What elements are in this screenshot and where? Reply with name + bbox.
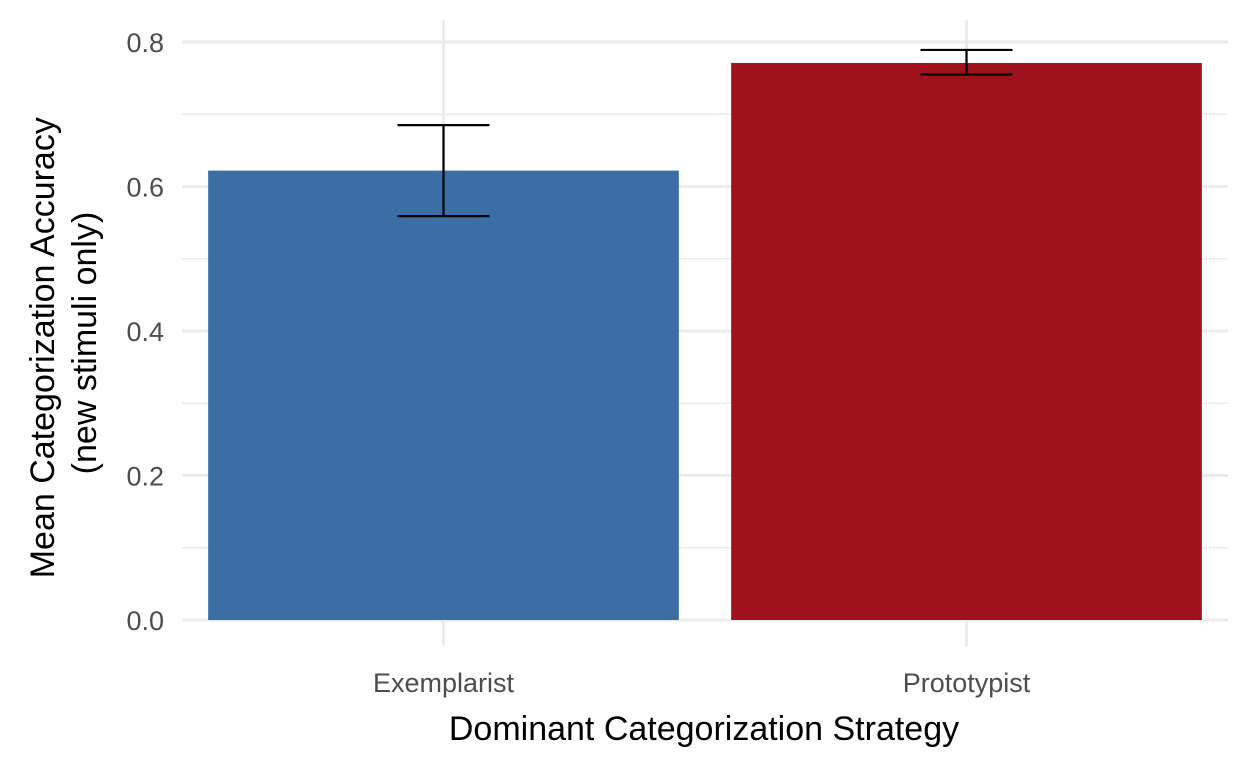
error-bar-prototypist [920,48,1013,76]
y-tick-label: 0.0 [126,606,164,636]
bars-layer [208,62,1202,621]
bar-prototypist [731,62,1202,620]
y-axis-title-line-1: Mean Categorization Accuracy [24,117,62,578]
y-tick-label: 0.4 [126,317,164,347]
error-bars-layer [397,48,1013,218]
y-axis-title-line-2: (new stimuli only) [66,212,104,475]
x-tick-label: Exemplarist [373,668,515,698]
y-tick-label: 0.8 [126,28,164,58]
y-tick-labels: 0.0 0.2 0.4 0.6 0.8 [126,28,164,636]
y-tick-label: 0.6 [126,173,164,203]
y-axis-title: Mean Categorization Accuracy (new stimul… [24,108,104,579]
x-tick-labels: Exemplarist Prototypist [373,668,1031,698]
bar-exemplarist [208,170,679,621]
y-tick-label: 0.2 [126,462,164,492]
x-tick-label: Prototypist [903,668,1031,698]
x-axis-title: Dominant Categorization Strategy [449,710,959,748]
error-bar-exemplarist [397,123,490,218]
